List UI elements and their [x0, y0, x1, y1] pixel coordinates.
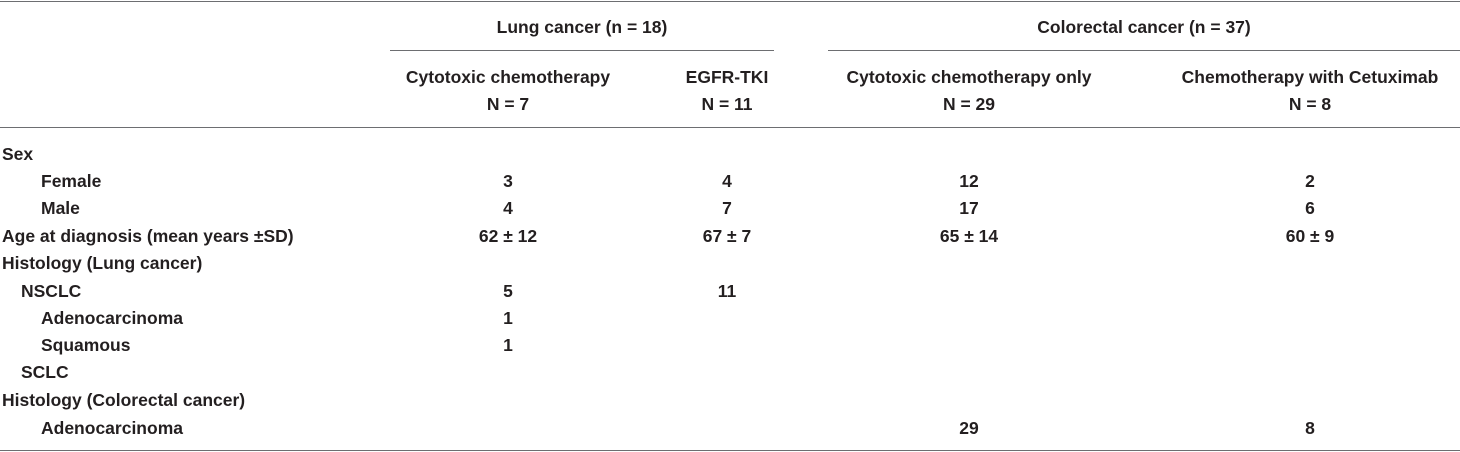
table-top-rule [0, 1, 1460, 2]
col-header-lung-egfr: EGFR-TKI [685, 67, 769, 87]
table-bottom-rule [0, 450, 1460, 451]
cell-female-lung-cytotoxic: 3 [503, 171, 513, 191]
cell-nsclc-lung-egfr: 11 [717, 281, 737, 301]
row-label-squamous: Squamous [41, 335, 131, 355]
cell-squamous-lung-cytotoxic: 1 [503, 335, 513, 355]
col-n-lung-cytotoxic: N = 7 [486, 94, 530, 114]
row-label-adenocarcinoma-lung: Adenocarcinoma [41, 308, 183, 328]
cell-nsclc-lung-cytotoxic: 5 [503, 281, 513, 301]
lung-group-header: Lung cancer (n = 18) [496, 17, 668, 37]
lung-group-underline [390, 50, 774, 51]
cell-female-lung-egfr: 4 [722, 171, 732, 191]
row-label-histology-crc: Histology (Colorectal cancer) [2, 390, 246, 410]
col-n-crc-cytotoxic: N = 29 [942, 94, 996, 114]
colorectal-group-underline [828, 50, 1460, 51]
cell-age-crc-cetuximab: 60 ± 9 [1285, 226, 1335, 246]
row-label-female: Female [41, 171, 102, 191]
cell-female-crc-cytotoxic: 12 [959, 171, 979, 191]
row-label-male: Male [41, 198, 80, 218]
cell-male-crc-cytotoxic: 17 [959, 198, 979, 218]
col-header-lung-cytotoxic: Cytotoxic chemotherapy [405, 67, 611, 87]
cell-male-crc-cetuximab: 6 [1305, 198, 1315, 218]
header-bottom-rule [0, 127, 1460, 128]
col-n-crc-cetuximab: N = 8 [1288, 94, 1332, 114]
cell-adeno-crc-cetuximab: 8 [1305, 418, 1315, 438]
cell-male-lung-cytotoxic: 4 [503, 198, 513, 218]
row-label-sex: Sex [2, 144, 34, 164]
row-label-adenocarcinoma-crc: Adenocarcinoma [41, 418, 183, 438]
cell-adeno-lung-cytotoxic: 1 [503, 308, 513, 328]
cell-age-lung-cytotoxic: 62 ± 12 [478, 226, 538, 246]
cell-age-crc-cytotoxic: 65 ± 14 [939, 226, 999, 246]
row-label-sclc: SCLC [21, 362, 69, 382]
colorectal-group-header: Colorectal cancer (n = 37) [1037, 17, 1251, 37]
col-header-crc-cytotoxic: Cytotoxic chemotherapy only [846, 67, 1092, 87]
col-header-crc-cetuximab: Chemotherapy with Cetuximab [1181, 67, 1439, 87]
cell-age-lung-egfr: 67 ± 7 [702, 226, 752, 246]
row-label-age: Age at diagnosis (mean years ±SD) [2, 226, 294, 246]
cell-adeno-crc-cytotoxic: 29 [959, 418, 979, 438]
cell-female-crc-cetuximab: 2 [1305, 171, 1315, 191]
cell-male-lung-egfr: 7 [722, 198, 732, 218]
col-n-lung-egfr: N = 11 [701, 94, 753, 114]
row-label-histology-lung: Histology (Lung cancer) [2, 253, 203, 273]
row-label-nsclc: NSCLC [21, 281, 82, 301]
